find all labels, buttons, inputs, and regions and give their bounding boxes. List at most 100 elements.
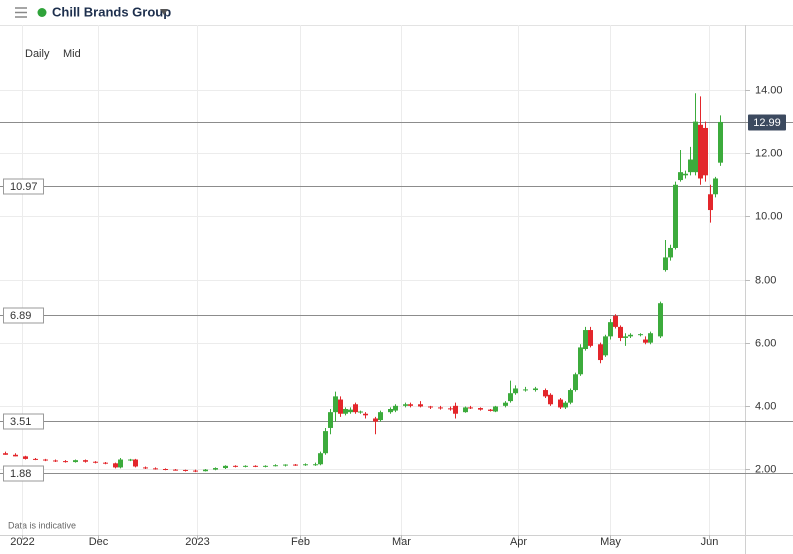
candle-body <box>163 469 168 470</box>
candle-body <box>53 460 58 462</box>
candle-body <box>718 121 723 163</box>
last-price-label: 12.99 <box>753 117 781 129</box>
x-tick-label: Dec <box>89 536 109 548</box>
candle-body <box>393 405 398 411</box>
candle-body <box>343 409 348 414</box>
candle-body <box>253 465 258 467</box>
candle-body <box>63 461 68 463</box>
candle-body <box>668 247 673 258</box>
candle-body <box>628 334 633 337</box>
candle-body <box>3 453 8 455</box>
menu-icon[interactable] <box>15 7 27 18</box>
candle-body <box>488 409 493 411</box>
candle-body <box>618 326 623 338</box>
candle-body <box>93 461 98 463</box>
candle-body <box>233 465 238 467</box>
price-line-label-box <box>3 413 44 430</box>
y-tick-label: 8.00 <box>755 274 776 286</box>
candle-body <box>333 396 338 413</box>
candle-body <box>388 409 393 413</box>
y-tick-label: 2.00 <box>755 463 776 475</box>
price-type-label[interactable]: Mid <box>63 48 81 60</box>
candle-body <box>313 464 318 466</box>
candle-body <box>703 127 708 176</box>
candle-body <box>323 431 328 454</box>
candle-body <box>693 121 698 173</box>
y-tick-label: 6.00 <box>755 337 776 349</box>
candle-body <box>273 465 278 467</box>
candle-body <box>363 413 368 416</box>
candle-body <box>463 407 468 413</box>
candle-body <box>348 409 353 413</box>
y-tick-label: 12.00 <box>755 147 783 159</box>
candle-body <box>133 459 138 467</box>
candle-body <box>13 454 18 457</box>
candle-body <box>83 460 88 462</box>
candle-body <box>213 468 218 470</box>
candle-body <box>523 389 528 391</box>
candle-body <box>548 394 553 405</box>
candle-body <box>223 465 228 469</box>
price-line-label-box <box>3 307 44 324</box>
x-tick-label: 2023 <box>185 536 209 548</box>
candle-body <box>358 411 363 413</box>
candle-body <box>623 336 628 338</box>
candle-body <box>428 406 433 408</box>
x-tick-label: 2022 <box>10 536 34 548</box>
candle-body <box>513 388 518 394</box>
candle-body <box>173 469 178 471</box>
candle-body <box>418 404 423 407</box>
candle-body <box>468 407 473 409</box>
candle-body <box>478 408 483 410</box>
instrument-title[interactable]: Chill Brands Group <box>52 4 171 19</box>
candle-body <box>663 257 668 271</box>
candle-body <box>508 393 513 402</box>
candle-body <box>713 178 718 195</box>
x-tick-label: Mar <box>392 536 411 548</box>
x-tick-label: Apr <box>510 536 527 548</box>
candle-body <box>658 303 663 337</box>
y-tick-label: 14.00 <box>755 84 783 96</box>
candle-body <box>263 465 268 467</box>
candle-body <box>403 404 408 406</box>
candle-body <box>408 404 413 406</box>
candle-body <box>378 412 383 421</box>
candle-body <box>503 402 508 406</box>
x-tick-label: May <box>600 536 621 548</box>
candle-body <box>293 464 298 466</box>
candle-body <box>638 334 643 336</box>
candle-body <box>113 463 118 468</box>
candle-body <box>128 459 133 461</box>
candle-body <box>543 390 548 397</box>
last-price-box <box>748 114 786 131</box>
candle-body <box>533 388 538 391</box>
candle-body <box>373 418 378 422</box>
candle-body <box>588 330 593 346</box>
candle-body <box>73 460 78 463</box>
dropdown-arrow[interactable] <box>160 9 168 15</box>
candle-body <box>153 468 158 470</box>
price-line-label: 10.97 <box>10 181 38 193</box>
candle-body <box>708 194 713 211</box>
candle-body <box>598 344 603 361</box>
interval-label[interactable]: Daily <box>25 48 50 60</box>
candle-body <box>193 470 198 472</box>
candle-body <box>688 159 693 173</box>
price-line-label: 1.88 <box>10 468 31 480</box>
y-tick-label: 10.00 <box>755 210 783 222</box>
candle-body <box>563 402 568 408</box>
candle-body <box>678 172 683 181</box>
candle-body <box>338 399 343 414</box>
candle-body <box>283 464 288 466</box>
candle-body <box>573 374 578 391</box>
candle-body <box>103 462 108 464</box>
candle-body <box>583 330 588 349</box>
candle-body <box>23 456 28 459</box>
price-line-label: 3.51 <box>10 416 31 428</box>
candle-body <box>613 315 618 327</box>
candle-body <box>683 173 688 176</box>
candle-body <box>353 404 358 413</box>
candle-body <box>493 406 498 412</box>
x-tick-label: Jun <box>701 536 719 548</box>
